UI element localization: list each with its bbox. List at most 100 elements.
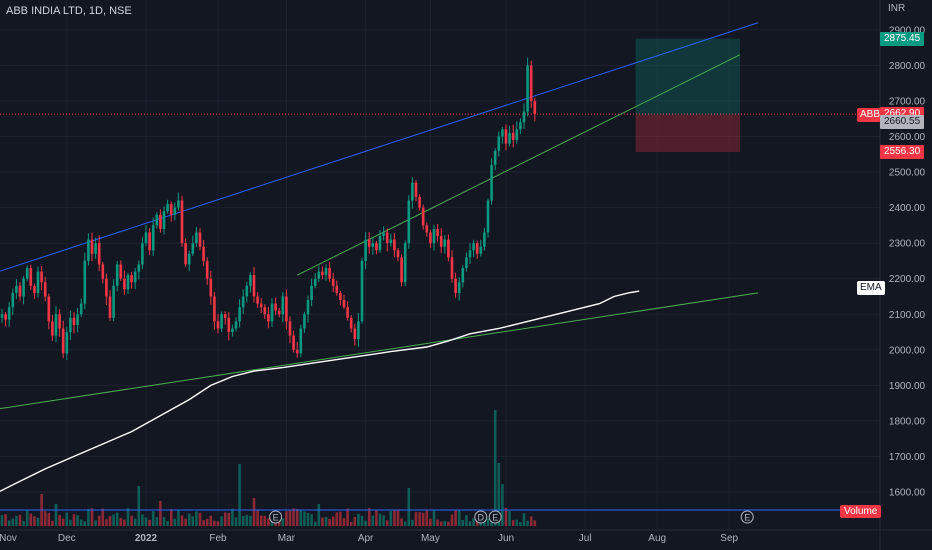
candle-body bbox=[429, 232, 432, 244]
time-tick-label: Jul bbox=[579, 533, 592, 544]
volume-bar bbox=[144, 517, 148, 526]
volume-bar bbox=[25, 509, 29, 526]
candle-body bbox=[396, 250, 400, 258]
time-tick-label: Feb bbox=[209, 533, 227, 544]
candle-body bbox=[288, 321, 292, 336]
volume-bar bbox=[447, 521, 450, 526]
candle-body bbox=[79, 303, 83, 315]
candle-body bbox=[285, 296, 288, 322]
candle-body bbox=[40, 271, 43, 283]
price-tick-label: 2900.00 bbox=[889, 25, 926, 36]
volume-bar bbox=[33, 516, 36, 526]
volume-bar bbox=[162, 517, 166, 526]
candle-body bbox=[216, 321, 220, 329]
candle-body bbox=[421, 207, 425, 226]
volume-bar bbox=[241, 515, 245, 526]
volume-bar bbox=[184, 518, 187, 526]
volume-bar bbox=[36, 518, 40, 526]
candle-body bbox=[187, 253, 191, 265]
volume-bar bbox=[97, 515, 101, 526]
price-tick-label: 2600.00 bbox=[889, 132, 926, 143]
volume-label[interactable]: Volume bbox=[840, 505, 882, 518]
candle-body bbox=[425, 225, 429, 233]
volume-bar bbox=[324, 516, 328, 526]
volume-bar bbox=[69, 519, 72, 526]
candle-body bbox=[317, 271, 321, 279]
candle-body bbox=[443, 239, 447, 247]
volume-bar bbox=[457, 510, 461, 526]
volume-bar bbox=[414, 512, 418, 526]
symbol-title[interactable]: ABB INDIA LTD, 1D, NSE bbox=[6, 5, 132, 17]
candle-body bbox=[522, 111, 526, 123]
volume-bar bbox=[51, 520, 54, 526]
volume-bar bbox=[231, 508, 234, 526]
volume-bar bbox=[83, 521, 87, 526]
candle-body bbox=[231, 328, 234, 333]
volume-bar bbox=[418, 512, 421, 526]
candle-body bbox=[105, 278, 108, 297]
volume-bar bbox=[227, 512, 231, 526]
event-marker-circle bbox=[488, 510, 502, 524]
candle-body bbox=[389, 239, 393, 244]
price-tick-label: 1700.00 bbox=[889, 452, 926, 463]
volume-bar bbox=[317, 504, 321, 526]
earnings-marker[interactable]: E bbox=[269, 510, 283, 524]
volume-bar bbox=[213, 520, 216, 526]
candle-body bbox=[205, 260, 209, 279]
volume-bar bbox=[511, 520, 515, 526]
volume-bar bbox=[245, 515, 249, 526]
volume-bar bbox=[353, 516, 357, 526]
target-price-tag: 2875.45 bbox=[880, 31, 925, 46]
volume-bar bbox=[533, 520, 537, 526]
volume-bar bbox=[313, 521, 317, 526]
volume-bar bbox=[252, 498, 256, 526]
volume-bar bbox=[393, 510, 396, 526]
candle-body bbox=[94, 243, 97, 254]
candle-body bbox=[72, 317, 76, 325]
volume-bar bbox=[223, 512, 227, 526]
candle-body bbox=[328, 268, 331, 279]
candle-body bbox=[321, 271, 324, 276]
candle-body bbox=[101, 264, 105, 279]
earnings-marker[interactable]: E bbox=[740, 510, 754, 524]
price-axis: 1600.00 1700.00 1800.00 1900.00 2000.00 2100.… bbox=[889, 25, 926, 498]
volume-bar bbox=[349, 521, 353, 526]
volume-bar bbox=[169, 509, 173, 526]
candle-body bbox=[357, 321, 360, 340]
candle-body bbox=[252, 275, 256, 297]
volume-bar bbox=[195, 511, 198, 526]
volume-bar bbox=[396, 509, 400, 526]
volume-bar bbox=[7, 520, 11, 526]
volume-bar bbox=[378, 513, 382, 526]
volume-bar bbox=[61, 518, 65, 526]
candle-body bbox=[375, 243, 378, 251]
dividend-marker[interactable]: D bbox=[474, 510, 488, 524]
candle-body bbox=[432, 228, 436, 244]
candle-body bbox=[367, 239, 371, 247]
candle-body bbox=[173, 207, 177, 215]
candle-body bbox=[65, 332, 69, 354]
volume-bar bbox=[76, 515, 79, 526]
ema-label[interactable]: EMA bbox=[857, 281, 885, 295]
price-tick-label: 2000.00 bbox=[889, 345, 926, 356]
candle-body bbox=[364, 239, 367, 261]
volume-bar bbox=[108, 516, 112, 526]
volume-bar bbox=[259, 515, 263, 526]
volume-bar bbox=[18, 514, 22, 526]
volume-bar bbox=[454, 510, 457, 526]
volume-bar bbox=[43, 511, 47, 526]
candle-body bbox=[259, 303, 263, 308]
earnings-marker[interactable]: E bbox=[488, 510, 502, 524]
candle-body bbox=[25, 268, 29, 279]
volume-bar bbox=[130, 515, 133, 526]
volume-bar bbox=[249, 515, 252, 526]
volume-bar bbox=[461, 519, 465, 526]
candle-body bbox=[123, 278, 126, 290]
event-marker-letter: D bbox=[478, 513, 485, 523]
volume-bar bbox=[15, 515, 18, 526]
candle-body bbox=[238, 307, 241, 322]
volume-bar bbox=[292, 508, 295, 526]
candle-body bbox=[400, 257, 403, 283]
